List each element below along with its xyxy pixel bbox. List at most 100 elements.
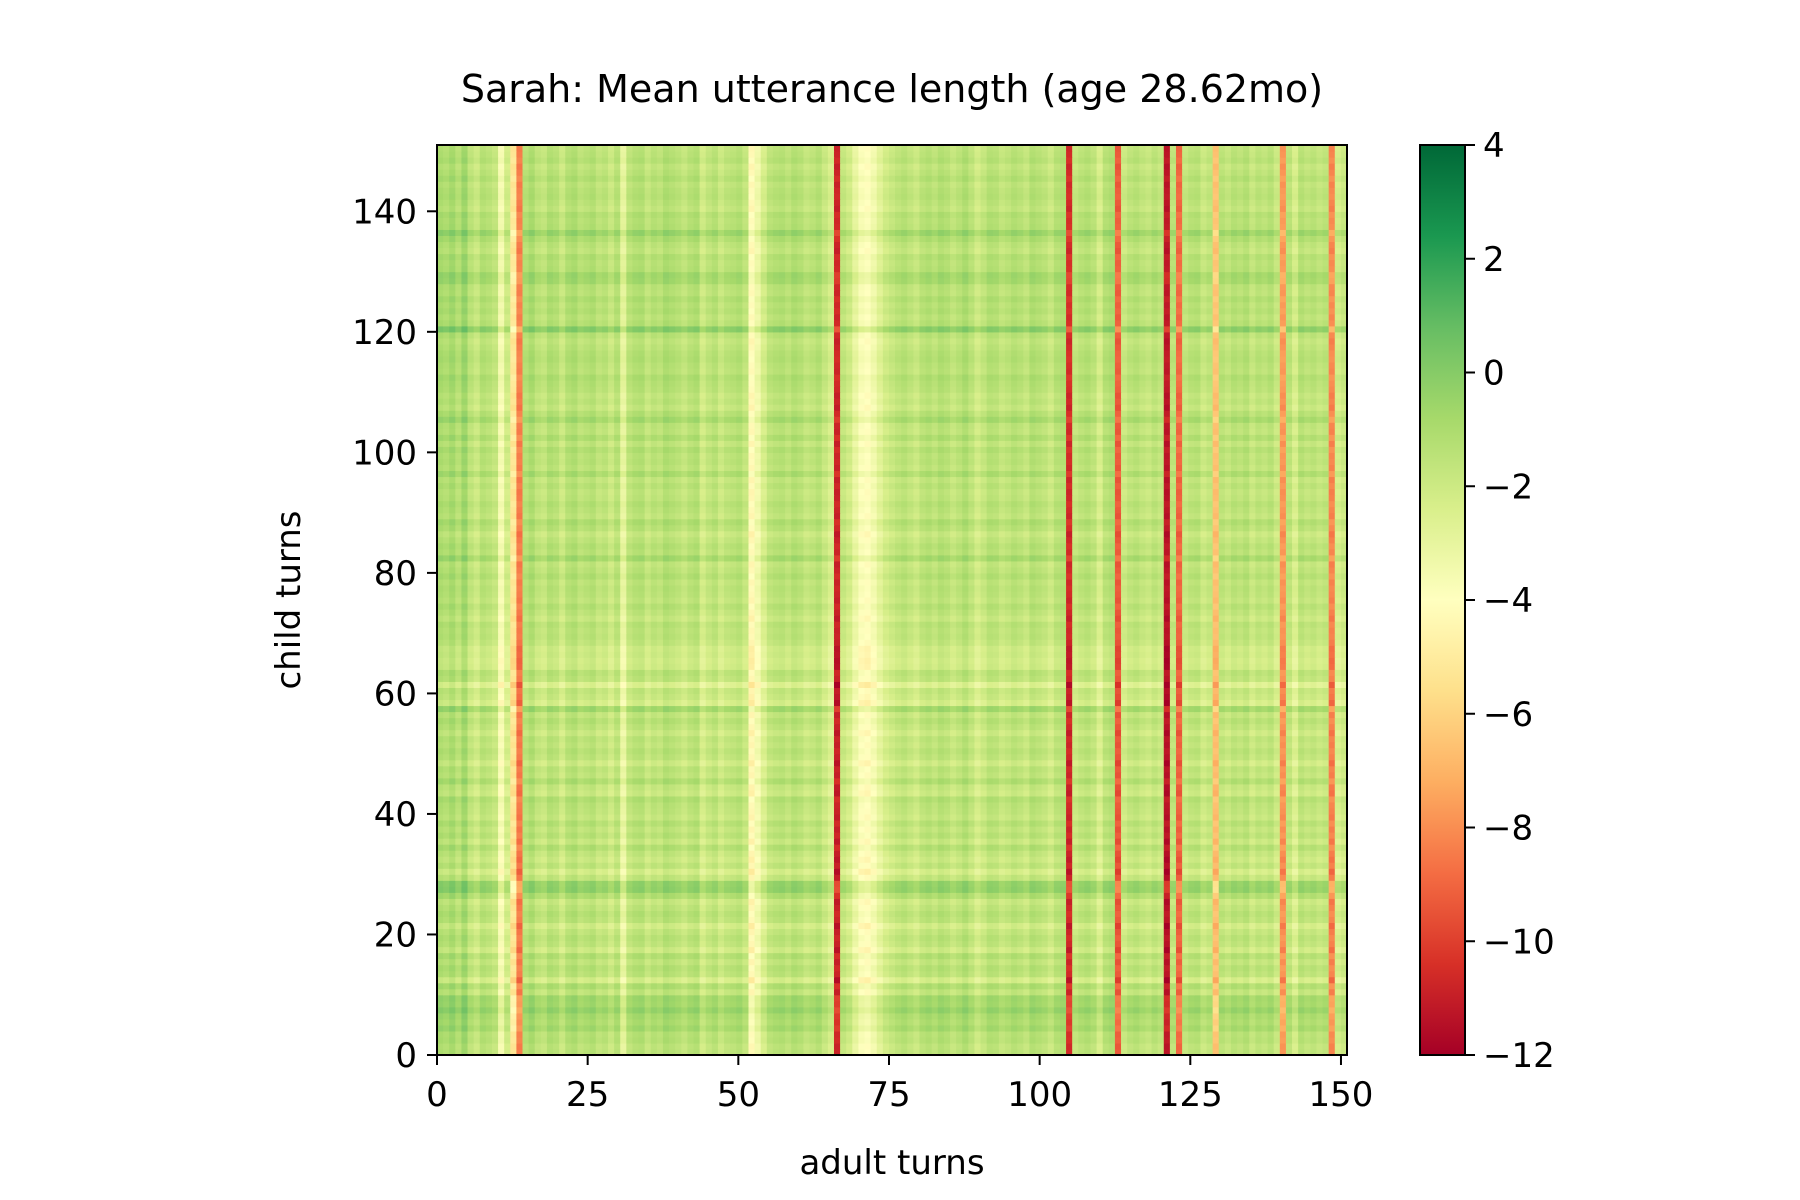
heatmap-cell: [779, 953, 786, 960]
heatmap-cell: [541, 1013, 548, 1020]
heatmap-cell: [504, 886, 511, 893]
heatmap-cell: [907, 910, 914, 917]
heatmap-cell: [1036, 965, 1043, 972]
heatmap-cell: [1042, 977, 1049, 984]
heatmap-cell: [437, 922, 444, 929]
heatmap-cell: [1084, 1043, 1091, 1050]
heatmap-cell: [559, 971, 566, 978]
heatmap-cell: [596, 1019, 603, 1026]
heatmap-cell: [1072, 989, 1079, 996]
heatmap-cell: [926, 922, 933, 929]
heatmap-cell: [999, 971, 1006, 978]
heatmap-cell: [663, 868, 670, 875]
heatmap-cell: [1182, 886, 1189, 893]
heatmap-cell: [968, 1043, 975, 1050]
heatmap-cell: [1097, 995, 1104, 1002]
heatmap-cell: [1292, 1013, 1299, 1020]
heatmap-cell: [1249, 965, 1256, 972]
heatmap-cell: [932, 910, 939, 917]
heatmap-cell: [742, 874, 749, 881]
heatmap-cell: [1280, 947, 1287, 954]
heatmap-cell: [926, 1031, 933, 1038]
heatmap-cell: [1109, 983, 1116, 990]
heatmap-cell: [529, 1019, 536, 1026]
heatmap-cell: [901, 904, 908, 911]
heatmap-cell: [968, 1007, 975, 1014]
heatmap-cell: [510, 1013, 517, 1020]
heatmap-cell: [1213, 880, 1220, 887]
heatmap-cell: [468, 995, 475, 1002]
heatmap-cell: [1078, 1019, 1085, 1026]
heatmap-cell: [1310, 922, 1317, 929]
heatmap-cell: [889, 947, 896, 954]
heatmap-cell: [1048, 904, 1055, 911]
heatmap-cell: [1194, 904, 1201, 911]
heatmap-cell: [1164, 1043, 1171, 1050]
heatmap-cell: [1225, 922, 1232, 929]
heatmap-cell: [700, 977, 707, 984]
heatmap-cell: [547, 1037, 554, 1044]
heatmap-cell: [852, 989, 859, 996]
heatmap-cell: [907, 868, 914, 875]
heatmap-cell: [559, 1043, 566, 1050]
heatmap-cell: [565, 850, 572, 857]
heatmap-cell: [449, 1025, 456, 1032]
heatmap-cell: [700, 1037, 707, 1044]
heatmap-cell: [742, 934, 749, 941]
heatmap-cell: [639, 995, 646, 1002]
heatmap-cell: [1127, 947, 1134, 954]
heatmap-cell: [913, 1031, 920, 1038]
heatmap-cell: [1097, 947, 1104, 954]
heatmap-cell: [516, 1043, 523, 1050]
heatmap-cell: [687, 1025, 694, 1032]
heatmap-cell: [492, 1025, 499, 1032]
heatmap-cell: [602, 1013, 609, 1020]
heatmap-cell: [1042, 941, 1049, 948]
heatmap-cell: [1310, 983, 1317, 990]
heatmap-cell: [932, 1025, 939, 1032]
heatmap-cell: [639, 1007, 646, 1014]
heatmap-cell: [810, 868, 817, 875]
heatmap-cell: [1023, 886, 1030, 893]
heatmap-cell: [626, 910, 633, 917]
heatmap-cell: [1084, 953, 1091, 960]
heatmap-cell: [571, 1043, 578, 1050]
heatmap-cell: [919, 856, 926, 863]
heatmap-cell: [571, 947, 578, 954]
heatmap-cell: [669, 862, 676, 869]
heatmap-cell: [919, 886, 926, 893]
heatmap-cell: [1145, 1025, 1152, 1032]
heatmap-cell: [944, 947, 951, 954]
heatmap-cell: [1274, 1031, 1281, 1038]
heatmap-cell: [1323, 971, 1330, 978]
heatmap-cell: [993, 904, 1000, 911]
heatmap-cell: [907, 904, 914, 911]
heatmap-cell: [761, 1013, 768, 1020]
heatmap-cell: [626, 934, 633, 941]
heatmap-cell: [748, 1037, 755, 1044]
heatmap-cell: [1115, 953, 1122, 960]
heatmap-cell: [974, 868, 981, 875]
heatmap-cell: [822, 910, 829, 917]
heatmap-cell: [510, 874, 517, 881]
heatmap-cell: [712, 1037, 719, 1044]
heatmap-cell: [565, 922, 572, 929]
heatmap-cell: [712, 947, 719, 954]
heatmap-cell: [577, 910, 584, 917]
heatmap-cell: [1054, 1013, 1061, 1020]
heatmap-cell: [1182, 880, 1189, 887]
heatmap-cell: [901, 1019, 908, 1026]
heatmap-cell: [858, 928, 865, 935]
heatmap-cell: [1048, 934, 1055, 941]
heatmap-cell: [480, 1031, 487, 1038]
heatmap-cell: [1292, 965, 1299, 972]
heatmap-cell: [865, 953, 872, 960]
heatmap-cell: [1005, 874, 1012, 881]
heatmap-cell: [626, 898, 633, 905]
heatmap-cell: [1036, 892, 1043, 899]
heatmap-cell: [1316, 856, 1323, 863]
heatmap-cell: [1268, 892, 1275, 899]
heatmap-cell: [1310, 904, 1317, 911]
heatmap-cell: [1048, 965, 1055, 972]
heatmap-cell: [932, 856, 939, 863]
